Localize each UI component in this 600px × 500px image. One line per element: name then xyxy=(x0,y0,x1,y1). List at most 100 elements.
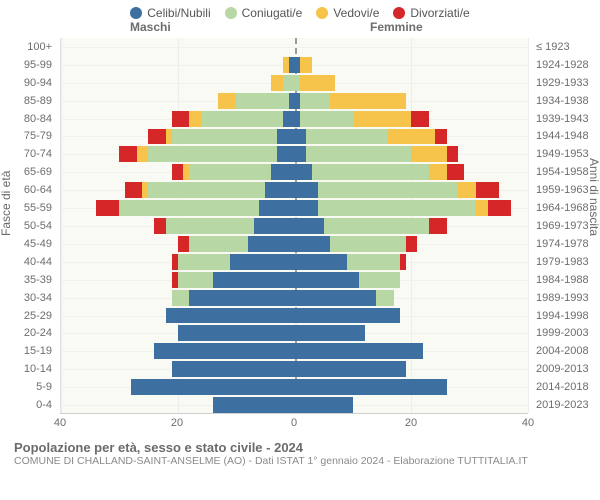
pyramid-row xyxy=(61,271,528,289)
male-bar xyxy=(61,236,295,252)
bar-segment-single xyxy=(283,111,295,127)
legend-swatch xyxy=(393,7,405,19)
female-bar xyxy=(295,57,529,73)
bar-segment-married xyxy=(359,272,400,288)
female-bar xyxy=(295,272,529,288)
male-bar xyxy=(61,39,295,55)
bar-segment-married xyxy=(201,111,283,127)
female-bar xyxy=(295,379,529,395)
chart-footer: Popolazione per età, sesso e stato civil… xyxy=(0,434,600,467)
male-bar xyxy=(61,218,295,234)
pyramid-row xyxy=(61,253,528,271)
legend-swatch xyxy=(130,7,142,19)
bar-segment-married xyxy=(312,164,429,180)
age-label: 40-44 xyxy=(0,256,52,268)
bar-segment-single xyxy=(295,182,318,198)
bar-segment-widowed xyxy=(458,182,476,198)
age-label: 60-64 xyxy=(0,184,52,196)
pyramid-row xyxy=(61,360,528,378)
bar-segment-married xyxy=(347,254,400,270)
bar-segment-divorced xyxy=(435,129,447,145)
bar-segment-divorced xyxy=(447,146,459,162)
birth-label: 2004-2008 xyxy=(536,345,600,357)
birth-label: 2019-2023 xyxy=(536,399,600,411)
bar-segment-married xyxy=(283,75,295,91)
bar-segment-widowed xyxy=(189,111,201,127)
bar-segment-widowed xyxy=(271,75,283,91)
bar-segment-widowed xyxy=(429,164,447,180)
plot-area xyxy=(60,38,528,414)
bar-segment-single xyxy=(277,129,295,145)
male-bar xyxy=(61,111,295,127)
bar-segment-married xyxy=(178,254,231,270)
male-bar xyxy=(61,254,295,270)
male-bar xyxy=(61,182,295,198)
bar-segment-single xyxy=(295,164,313,180)
pyramid-row xyxy=(61,199,528,217)
bar-segment-single xyxy=(295,218,324,234)
age-label: 25-29 xyxy=(0,310,52,322)
bar-segment-single xyxy=(295,379,447,395)
female-bar xyxy=(295,308,529,324)
pyramid-row xyxy=(61,74,528,92)
bar-segment-married xyxy=(306,129,388,145)
bar-segment-married xyxy=(148,146,277,162)
pyramid-row xyxy=(61,56,528,74)
male-bar xyxy=(61,129,295,145)
pyramid-row xyxy=(61,110,528,128)
age-label: 75-79 xyxy=(0,130,52,142)
bar-segment-divorced xyxy=(406,236,418,252)
pyramid-row xyxy=(61,378,528,396)
female-bar xyxy=(295,325,529,341)
birth-label: 1964-1968 xyxy=(536,202,600,214)
legend-item-single: Celibi/Nubili xyxy=(130,6,210,20)
female-bar xyxy=(295,290,529,306)
legend-label: Coniugati/e xyxy=(242,6,303,20)
male-bar xyxy=(61,200,295,216)
bar-segment-married xyxy=(306,146,411,162)
pyramid-row xyxy=(61,307,528,325)
bar-segment-divorced xyxy=(476,182,499,198)
birth-label: 1929-1933 xyxy=(536,77,600,89)
bar-segment-single xyxy=(295,397,354,413)
birth-label: 2009-2013 xyxy=(536,363,600,375)
male-bar xyxy=(61,146,295,162)
bar-segment-married xyxy=(300,93,329,109)
bar-segment-single xyxy=(166,308,295,324)
birth-label: 1939-1943 xyxy=(536,113,600,125)
pyramid-row xyxy=(61,342,528,360)
chart-subtitle: COMUNE DI CHALLAND-SAINT-ANSELME (AO) - … xyxy=(14,455,590,467)
male-heading: Maschi xyxy=(130,20,171,34)
bar-segment-divorced xyxy=(172,164,184,180)
female-bar xyxy=(295,361,529,377)
pyramid-row xyxy=(61,324,528,342)
birth-label: 2014-2018 xyxy=(536,381,600,393)
population-pyramid-chart: Fasce di età Anni di nascita 0-45-910-14… xyxy=(0,38,600,434)
bar-segment-married xyxy=(166,218,254,234)
pyramid-row xyxy=(61,181,528,199)
age-label: 100+ xyxy=(0,41,52,53)
bar-segment-single xyxy=(248,236,295,252)
bar-segment-divorced xyxy=(447,164,465,180)
male-bar xyxy=(61,325,295,341)
bar-segment-single xyxy=(213,397,295,413)
male-bar xyxy=(61,272,295,288)
male-bar xyxy=(61,164,295,180)
bar-segment-married xyxy=(236,93,289,109)
bar-segment-married xyxy=(189,236,248,252)
birth-label: 1974-1978 xyxy=(536,238,600,250)
pyramid-row xyxy=(61,145,528,163)
bar-segment-widowed xyxy=(353,111,412,127)
bar-segment-married xyxy=(318,182,458,198)
birth-label: 1984-1988 xyxy=(536,274,600,286)
bar-segment-divorced xyxy=(400,254,406,270)
bar-segment-widowed xyxy=(388,129,435,145)
bar-segment-married xyxy=(330,236,406,252)
bar-segment-divorced xyxy=(125,182,143,198)
birth-label: 1979-1983 xyxy=(536,256,600,268)
bar-segment-divorced xyxy=(178,236,190,252)
legend-swatch xyxy=(316,7,328,19)
age-label: 95-99 xyxy=(0,59,52,71)
chart-title: Popolazione per età, sesso e stato civil… xyxy=(14,440,590,455)
bar-segment-divorced xyxy=(119,146,137,162)
